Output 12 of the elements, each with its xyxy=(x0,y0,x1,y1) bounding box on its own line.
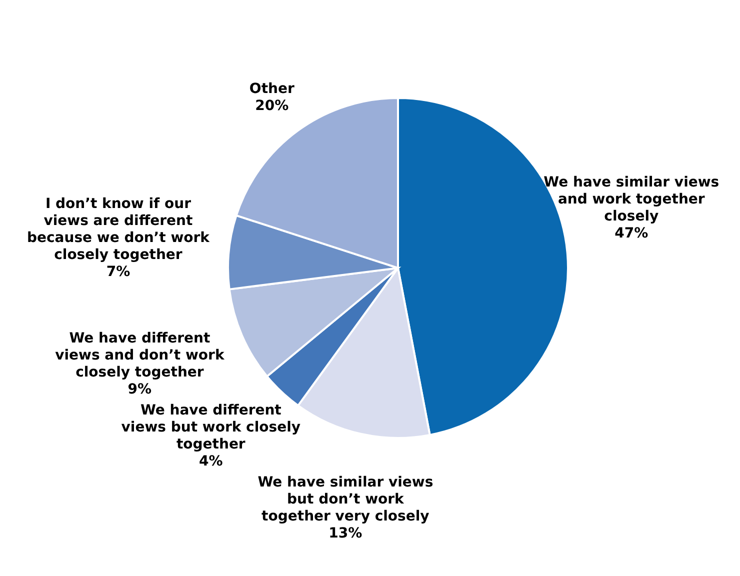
slice-label: We have different views but work closely together xyxy=(121,402,301,453)
data-label: 9% xyxy=(128,382,152,398)
slice-label: We have similar views but don’t work together very closely xyxy=(258,474,434,525)
data-label: 47% xyxy=(614,225,648,242)
slice-label: Other xyxy=(249,80,294,97)
data-label: 7% xyxy=(106,264,130,280)
data-label: 13% xyxy=(328,526,362,542)
data-label: 4% xyxy=(199,454,223,470)
slice-label: We have different views and don’t work closely together xyxy=(55,330,225,381)
slice-label: I don’t know if our views are different because we don’t work closely together xyxy=(26,196,210,264)
slice-label: We have similar views and work together closely xyxy=(544,174,720,224)
data-label: 20% xyxy=(255,98,289,114)
